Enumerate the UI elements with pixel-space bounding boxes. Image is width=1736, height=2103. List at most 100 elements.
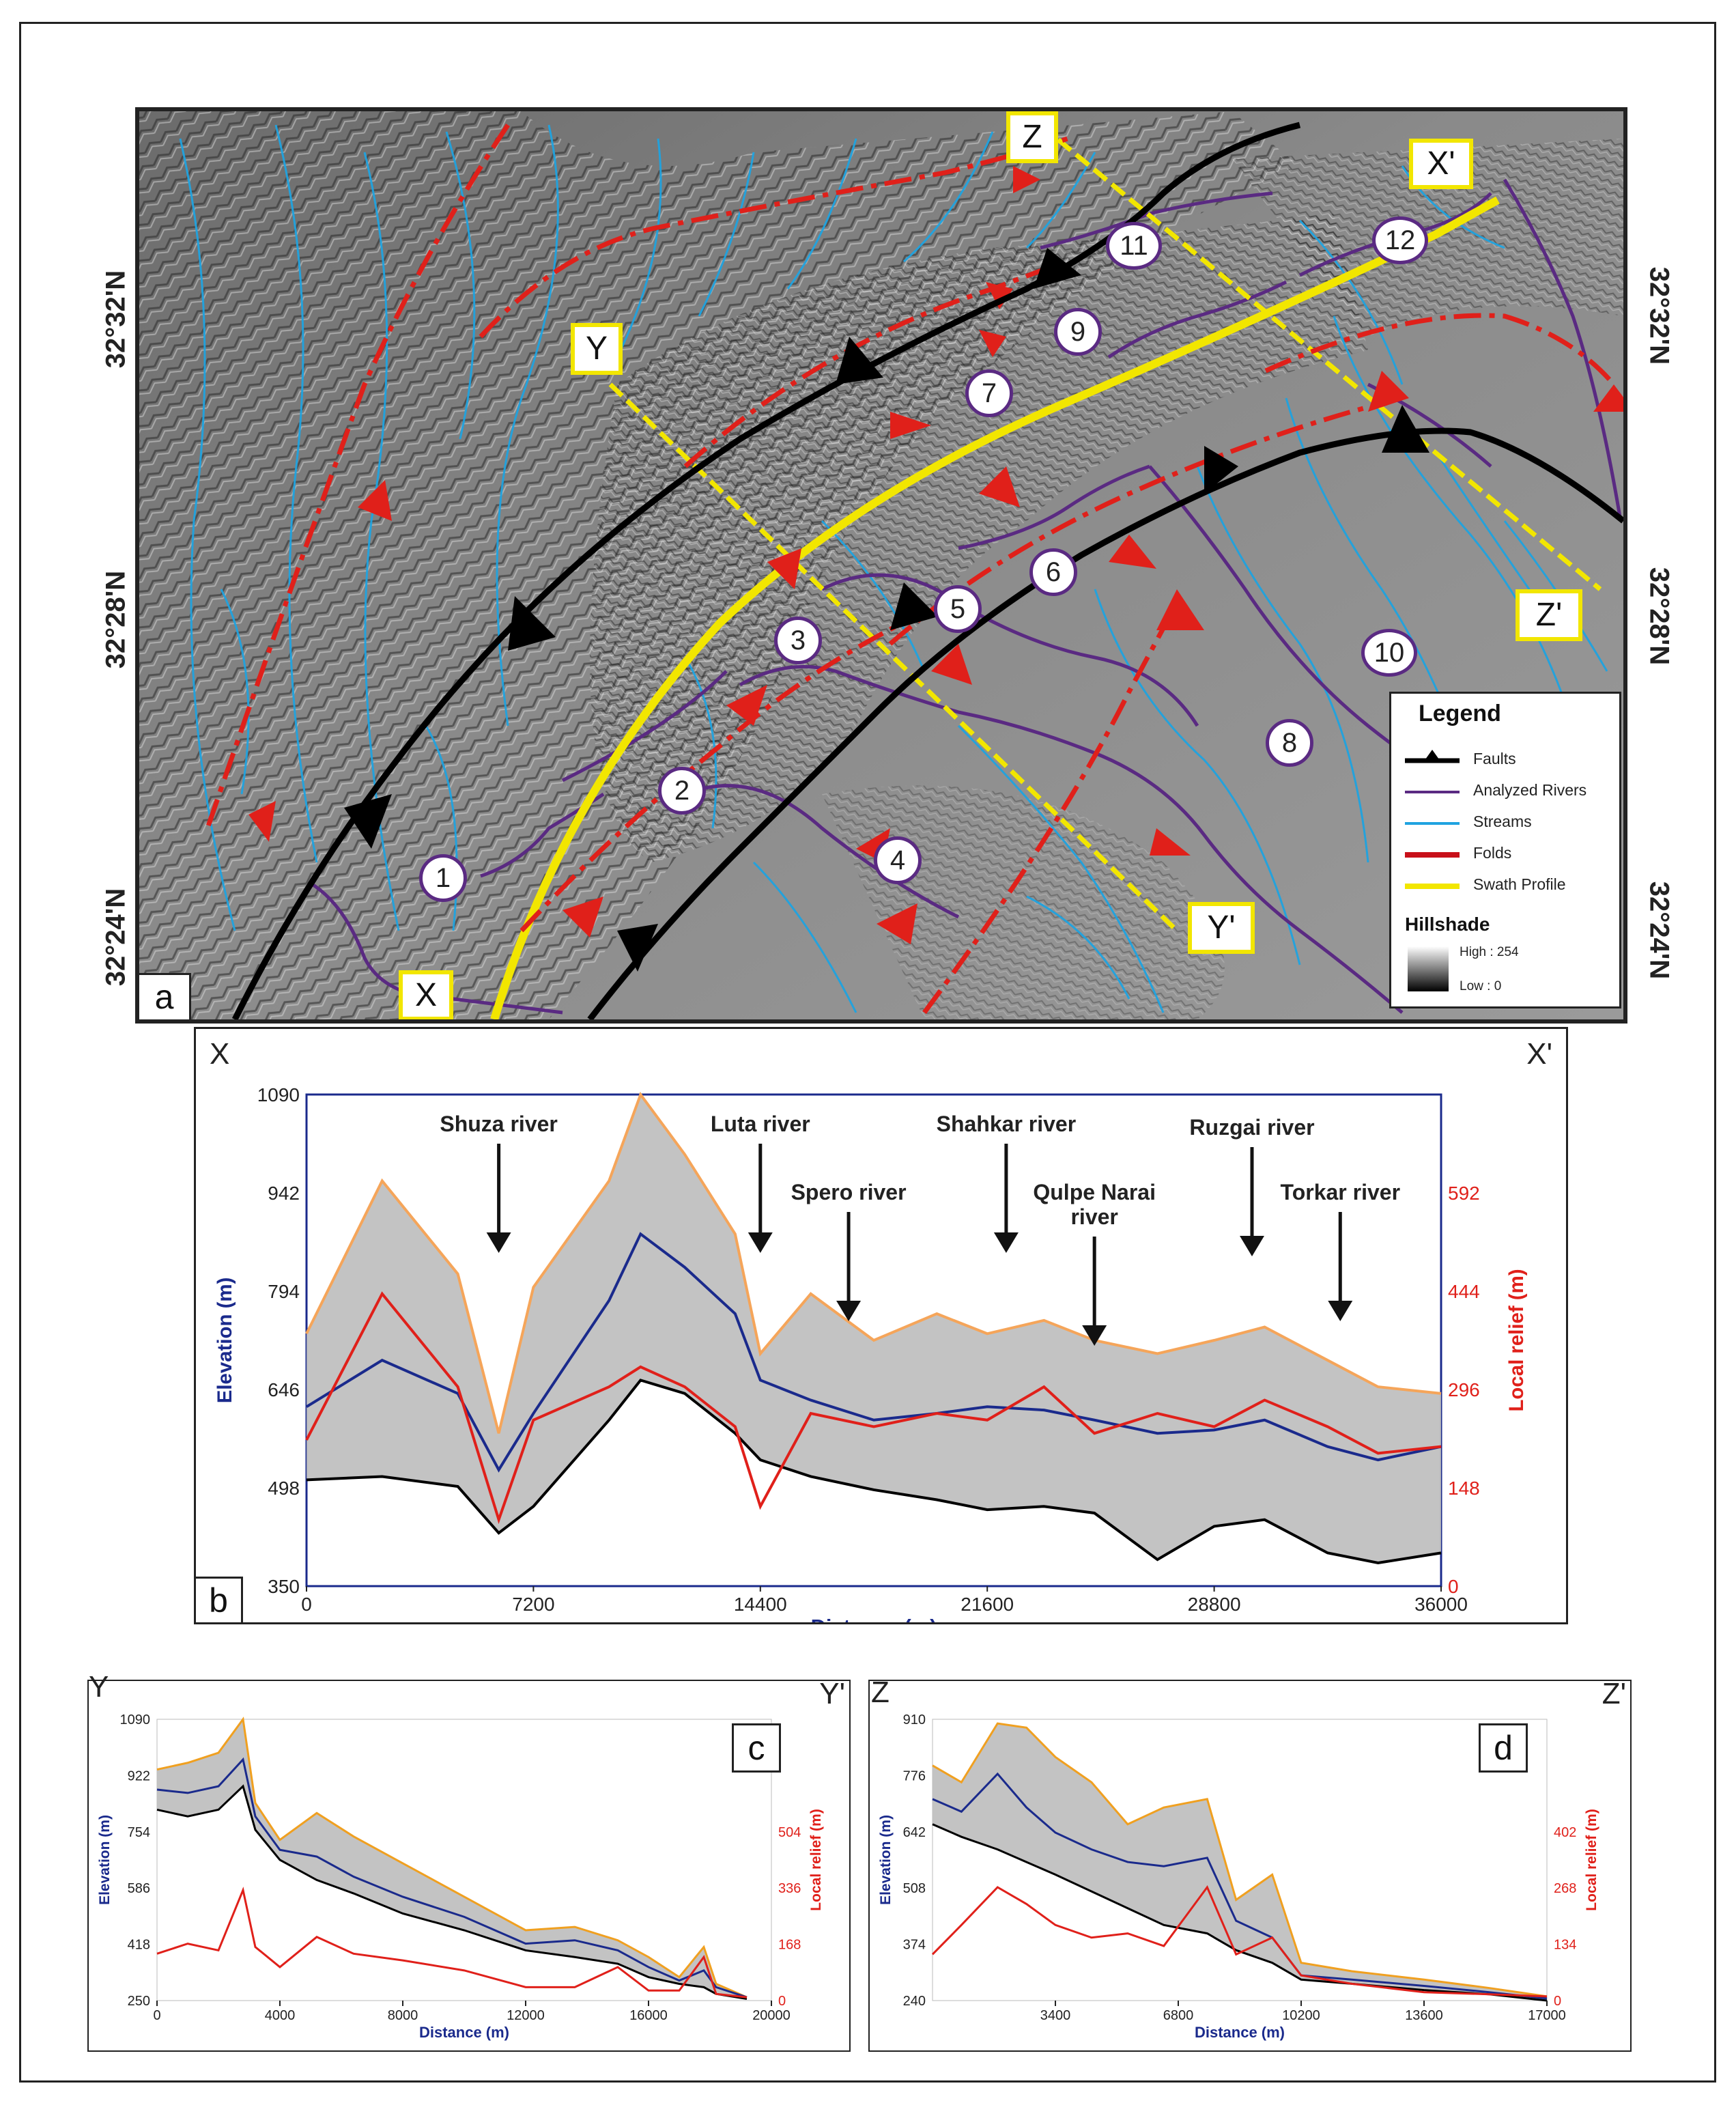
profile-tag-y-prime: Y' (1188, 902, 1255, 954)
river-number-1: 1 (419, 854, 467, 902)
stream-line-icon (1405, 822, 1460, 825)
x-tick-label: 36000 (1414, 1594, 1468, 1615)
x-tick-label: 13600 (1405, 2008, 1443, 2023)
y-tick-label: 942 (268, 1183, 300, 1204)
lat-label-left-3: 32°24'N (100, 888, 131, 987)
profile-c-end-label: Y' (819, 1677, 845, 1710)
x-tick-label: 21600 (961, 1594, 1014, 1615)
y-tick-label: 776 (903, 1768, 926, 1783)
y-axis-title: Elevation (m) (214, 1278, 236, 1404)
x-tick-label: 8000 (388, 2008, 418, 2023)
river-number-11: 11 (1106, 222, 1162, 270)
series-line-mean (156, 1757, 748, 1999)
hillshade-ramp (1408, 946, 1449, 991)
y-tick-label: 646 (268, 1379, 300, 1400)
x-tick-label: 4000 (265, 2008, 296, 2023)
plot-area (156, 1719, 772, 2001)
y-right-tick-label: 402 (1554, 1825, 1576, 1840)
x-tick-label: 3400 (1040, 2008, 1071, 2023)
y-tick-label: 642 (903, 1825, 926, 1840)
river-number-5: 5 (934, 585, 982, 633)
y-tick-label: 240 (903, 1994, 926, 2009)
legend-title: Legend (1419, 701, 1501, 726)
hillshade-high-label: High : 254 (1460, 945, 1519, 959)
swath-band (307, 1095, 1441, 1563)
profile-tag-x-prime: X' (1409, 139, 1473, 189)
x-tick-label: 0 (153, 2008, 160, 2023)
series-line-local-relief (931, 1885, 1548, 1998)
profile-panel-d: Z Z' 3400 6800 10200 13600 17000 240 374 508 642… (868, 1676, 1632, 2052)
series-line-local-relief (156, 1887, 748, 1999)
y-right-tick-label: 0 (778, 1994, 786, 2009)
hillshade-low-label: Low : 0 (1460, 979, 1502, 993)
y-axis-title: Elevation (m) (97, 1815, 113, 1905)
series-line-local-relief (305, 1291, 1442, 1525)
y-right-tick-label: 592 (1448, 1183, 1480, 1204)
x-tick-label: 17000 (1528, 2008, 1566, 2023)
river-number-7: 7 (965, 369, 1013, 417)
profile-b-start-label: X (210, 1037, 230, 1071)
river-label-5: river (1070, 1204, 1118, 1229)
y-tick-label: 508 (903, 1881, 926, 1896)
y-right-axis-title: Local relief (m) (1505, 1269, 1528, 1411)
series-line-min (306, 1379, 1442, 1564)
profile-tag-y: Y (571, 323, 623, 375)
river-label-4: Shahkar river (937, 1112, 1077, 1136)
y-right-axis-title: Local relief (m) (808, 1809, 824, 1910)
river-arrow-head (836, 1301, 862, 1321)
lat-label-left-2: 32°28'N (100, 570, 131, 669)
lat-label-right-1: 32°32'N (1644, 266, 1675, 365)
river-number-3: 3 (774, 617, 822, 664)
x-tick-label: 20000 (752, 2008, 791, 2023)
series-line-max (305, 1091, 1442, 1434)
y-right-tick-label: 148 (1448, 1478, 1480, 1499)
river-label-7: Torkar river (1281, 1180, 1400, 1204)
map-panel: X X' Y Y' Z Z' 1 2 3 4 5 6 7 8 9 10 11 1… (135, 107, 1627, 1024)
profile-panel-b: X X' 0 7200 14400 21600 28800 36000 350 498 646 7… (194, 1027, 1568, 1624)
y-tick-label: 586 (128, 1881, 150, 1896)
profile-c-start-label: Y (89, 1670, 109, 1704)
swath-band (933, 1723, 1547, 2001)
profile-panel-c: Y Y' 0 4000 8000 12000 16000 20000 250 418 586 75… (87, 1670, 851, 2052)
x-tick-label: 16000 (629, 2008, 668, 2023)
y-right-tick-label: 336 (778, 1881, 801, 1896)
y-tick-label: 350 (268, 1576, 300, 1597)
series-line-max (156, 1717, 748, 1999)
lat-label-right-2: 32°28'N (1644, 567, 1675, 666)
profile-d-end-label: Z' (1602, 1677, 1626, 1710)
river-arrow-head (748, 1232, 773, 1253)
lat-label-left-1: 32°32'N (100, 270, 131, 369)
y-tick-label: 910 (903, 1712, 926, 1727)
x-tick-label: 10200 (1282, 2008, 1320, 2023)
y-tick-label: 250 (128, 1994, 150, 2009)
river-number-8: 8 (1266, 719, 1313, 767)
river-arrow-head (993, 1232, 1019, 1253)
legend-label-rivers: Analyzed Rivers (1473, 781, 1587, 799)
river-number-12: 12 (1372, 216, 1428, 264)
river-arrow-head (1082, 1325, 1107, 1346)
swath-chart-c: 0 4000 8000 12000 16000 20000 250 418 586 754 922 1… (97, 1712, 824, 2041)
river-number-9: 9 (1054, 308, 1102, 356)
profile-tag-z-prime: Z' (1516, 589, 1582, 641)
lat-label-right-3: 32°24'N (1644, 881, 1675, 980)
river-line-icon (1405, 791, 1460, 793)
profile-b-end-label: X' (1526, 1037, 1552, 1071)
y-tick-label: 418 (128, 1938, 150, 1953)
x-axis-title: Distance (m) (419, 2024, 509, 2041)
panel-label-a: a (139, 973, 191, 1019)
river-number-4: 4 (874, 836, 922, 884)
river-label-6: Ruzgai river (1189, 1115, 1314, 1140)
river-label-3: Spero river (791, 1180, 907, 1204)
fault-symbol-icon (1405, 750, 1460, 763)
panel-label-d: d (1479, 1723, 1528, 1773)
profile-tag-x: X (399, 970, 453, 1019)
panel-label-b: b (194, 1577, 243, 1624)
x-tick-label: 14400 (734, 1594, 787, 1615)
swath-band (157, 1719, 747, 1999)
river-number-10: 10 (1361, 629, 1417, 677)
x-tick-label: 0 (301, 1594, 312, 1615)
y-tick-label: 1090 (257, 1084, 300, 1105)
fold-line-icon (1405, 852, 1460, 858)
series-line-mean (305, 1232, 1442, 1473)
legend-label-faults: Faults (1473, 750, 1516, 767)
